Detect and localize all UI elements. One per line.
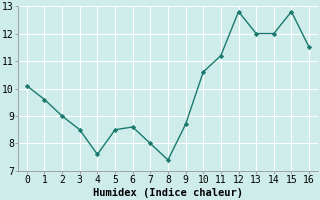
X-axis label: Humidex (Indice chaleur): Humidex (Indice chaleur) bbox=[93, 188, 243, 198]
